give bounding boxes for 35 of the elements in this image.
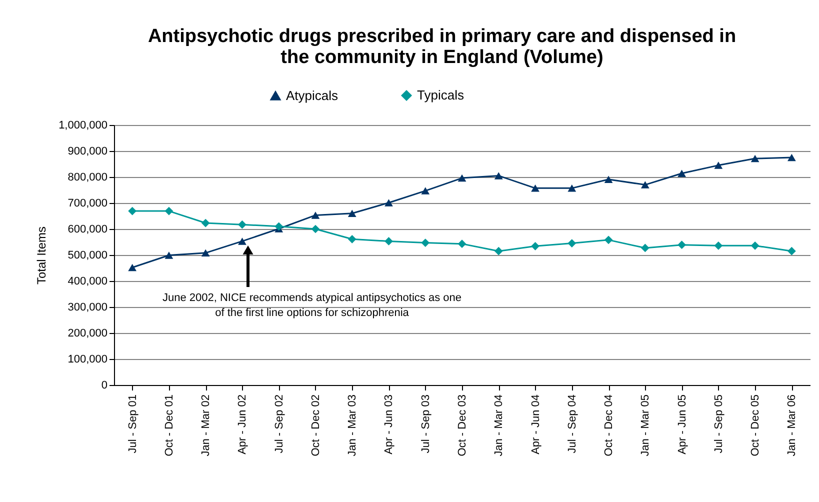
x-tick-label: Apr - Jun 04 <box>530 394 542 454</box>
y-tick-label: 600,000 <box>68 224 108 236</box>
x-tick-label: Oct - Dec 04 <box>603 394 616 456</box>
x-tick-label: Jan - Mar 05 <box>640 394 652 456</box>
legend-label: Atypicals <box>286 88 339 103</box>
x-tick-label: Jul - Sep 01 <box>126 394 139 454</box>
x-tick-label: Jul - Sep 02 <box>273 394 286 454</box>
x-tick-label: Jan - Mar 04 <box>493 394 506 456</box>
x-tick-label: Oct - Dec 03 <box>456 394 468 456</box>
chart-title: Antipsychotic drugs prescribed in primary care and dispensed in the community in England (Volume) <box>148 26 736 68</box>
x-tick-label: Oct - Dec 05 <box>750 394 762 456</box>
y-tick-label: 700,000 <box>68 198 108 210</box>
y-tick-label: 200,000 <box>68 328 108 340</box>
x-tick-label: Jul - Sep 03 <box>420 394 432 454</box>
y-tick-label: 900,000 <box>68 146 108 158</box>
x-tick-label: Jan - Mar 03 <box>346 394 359 456</box>
annotation: June 2002, NICE recommends atypical antipsychotics as one of the first line options for schizophrenia <box>162 292 462 319</box>
x-tick-label: Jul - Sep 04 <box>566 394 578 454</box>
y-axis-title: Total Items <box>34 226 49 285</box>
x-tick-label: Jan - Mar 06 <box>786 394 798 456</box>
y-tick-label: 400,000 <box>68 276 108 288</box>
x-tick-label: Jul - Sep 05 <box>712 394 725 454</box>
y-tick-label: 1,000,000 <box>58 120 108 132</box>
x-tick-label: Jan - Mar 02 <box>200 394 212 456</box>
x-tick-label: Apr - Jun 03 <box>383 394 396 454</box>
y-tick-label: 500,000 <box>68 250 108 262</box>
legend-label: Typicals <box>417 88 464 103</box>
x-tick-label: Oct - Dec 01 <box>163 394 176 456</box>
y-tick-label: 300,000 <box>68 302 108 314</box>
y-tick-label: 0 <box>101 380 108 392</box>
y-tick-label: 800,000 <box>68 172 108 184</box>
x-tick-label: Apr - Jun 05 <box>676 394 688 454</box>
x-tick-label: Oct - Dec 02 <box>310 394 322 456</box>
x-tick-label: Apr - Jun 02 <box>236 394 249 454</box>
y-tick-label: 100,000 <box>68 354 108 366</box>
